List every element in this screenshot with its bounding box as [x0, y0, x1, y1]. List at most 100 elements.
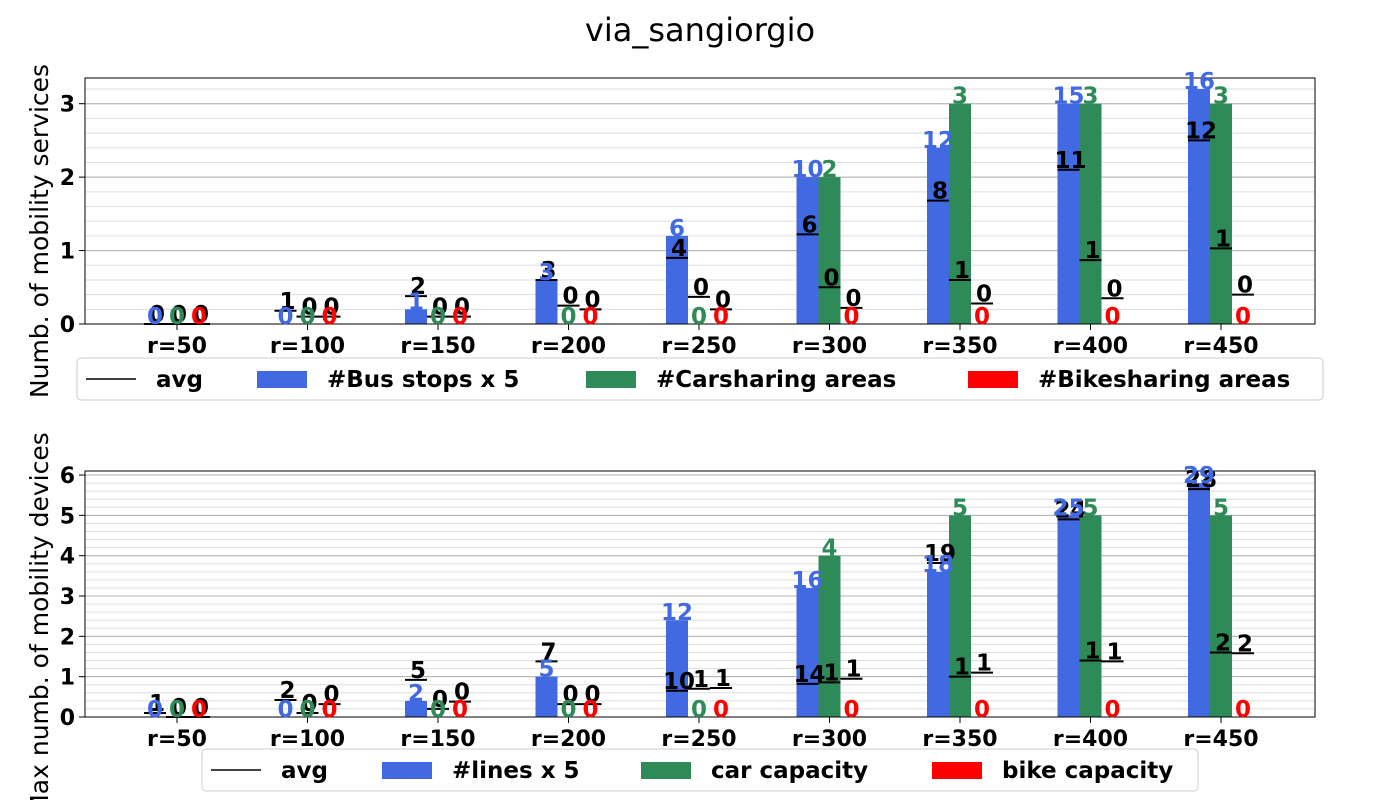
data-label: 0 — [452, 304, 468, 330]
legend-label: avg — [281, 758, 328, 784]
legend: avg #lines x 5 car capacity bike capacity — [201, 748, 1199, 792]
legend: avg #Bus stops x 5 #Carsharing areas #Bikes… — [76, 357, 1324, 401]
avg-label: 1 — [279, 289, 295, 315]
y-tick-label: 2 — [60, 166, 75, 191]
legend-label: #lines x 5 — [452, 758, 580, 784]
x-tick-label: r=400 — [1053, 334, 1128, 359]
avg-label: 1 — [149, 691, 165, 717]
data-label: 0 — [452, 697, 468, 723]
y-tick-label: 3 — [60, 585, 75, 610]
avg-label: 1 — [715, 666, 731, 692]
y-tick-label: 6 — [60, 464, 75, 489]
bar--lines-x-5 — [796, 587, 819, 717]
x-tick-label: r=350 — [922, 334, 997, 359]
avg-label: 1 — [954, 655, 970, 681]
plot-frame — [84, 77, 1316, 325]
y-tick-label: 0 — [60, 313, 75, 338]
x-tick-label: r=300 — [792, 727, 867, 752]
data-label: 12 — [661, 600, 693, 626]
avg-label: 0 — [584, 682, 600, 708]
y-tick-label: 2 — [60, 625, 75, 650]
data-label: 0 — [582, 304, 598, 330]
data-label: 0 — [560, 697, 576, 723]
data-label: 0 — [1104, 304, 1120, 330]
x-tick-label: r=250 — [661, 727, 736, 752]
legend-swatch — [382, 762, 432, 779]
x-tick-label: r=250 — [661, 334, 736, 359]
avg-label: 0 — [976, 281, 992, 307]
data-label: 3 — [952, 84, 968, 110]
data-label: 12 — [922, 128, 954, 154]
data-label: 0 — [582, 697, 598, 723]
avg-label: 5 — [410, 658, 426, 684]
x-tick-label: r=350 — [922, 727, 997, 752]
legend-box — [76, 357, 1324, 401]
avg-label: 0 — [715, 287, 731, 313]
data-label: 5 — [1082, 495, 1098, 521]
bar-car-capacity — [949, 515, 971, 717]
avg-label: 0 — [584, 287, 600, 313]
y-tick-label: 5 — [60, 504, 75, 529]
y-axis-label: Max numb. of mobility devices — [25, 432, 54, 800]
bar--carsharing-areas — [818, 177, 841, 324]
legend-label: avg — [156, 367, 203, 393]
data-label: 4 — [821, 536, 837, 562]
data-label: 3 — [538, 260, 554, 286]
bar--bus-stops-x-5 — [405, 309, 427, 324]
legend-swatch — [968, 371, 1018, 388]
avg-label: 7 — [540, 639, 556, 665]
bar--bus-stops-x-5 — [927, 147, 949, 324]
bar--bus-stops-x-5 — [535, 279, 558, 324]
grid — [85, 474, 1315, 718]
data-label: 2 — [408, 681, 424, 707]
avg-label: 0 — [193, 695, 209, 721]
avg-label: 1 — [1106, 639, 1122, 665]
data-label: 10 — [791, 157, 823, 183]
data-label: 3 — [1082, 84, 1098, 110]
data-label: 0 — [147, 304, 163, 330]
legend-box — [201, 748, 1199, 792]
bar-car-capacity — [818, 555, 841, 717]
data-label: 0 — [299, 697, 315, 723]
x-tick-label: r=200 — [531, 727, 606, 752]
data-label: 0 — [691, 304, 707, 330]
data-label: 0 — [430, 697, 446, 723]
data-label: 0 — [191, 304, 207, 330]
avg-label: 14 — [793, 662, 825, 688]
bar-car-capacity — [1079, 515, 1102, 717]
data-label: 2 — [821, 157, 837, 183]
avg-label: 0 — [845, 286, 861, 312]
data-label: 0 — [299, 304, 315, 330]
y-tick-label: 0 — [60, 706, 75, 731]
bar--bus-stops-x-5 — [796, 177, 819, 324]
data-label: 25 — [1052, 495, 1084, 521]
data-label: 0 — [1235, 697, 1251, 723]
data-label: 0 — [147, 697, 163, 723]
avg-label: 2 — [410, 274, 426, 300]
avg-label: 1 — [1084, 238, 1100, 264]
avg-label: 1 — [1084, 639, 1100, 665]
avg-label: 11 — [1054, 148, 1086, 174]
avg-label: 0 — [171, 695, 187, 721]
data-label: 5 — [952, 495, 968, 521]
data-label: 0 — [974, 304, 990, 330]
avg-label: 1 — [954, 258, 970, 284]
y-axis-label: Numb. of mobility services — [25, 64, 54, 398]
bar--lines-x-5 — [535, 676, 558, 717]
avg-label: 0 — [301, 295, 317, 321]
avg-label: 0 — [323, 295, 339, 321]
data-label: 0 — [713, 304, 729, 330]
data-label: 0 — [169, 304, 185, 330]
data-label: 0 — [321, 697, 337, 723]
y-tick-label: 4 — [60, 545, 75, 570]
avg-label: 0 — [1106, 276, 1122, 302]
legend-swatch — [932, 762, 982, 779]
avg-label: 1 — [976, 651, 992, 677]
legend-label: bike capacity — [1002, 758, 1173, 784]
data-label: 1 — [408, 289, 424, 315]
data-label: 0 — [169, 697, 185, 723]
